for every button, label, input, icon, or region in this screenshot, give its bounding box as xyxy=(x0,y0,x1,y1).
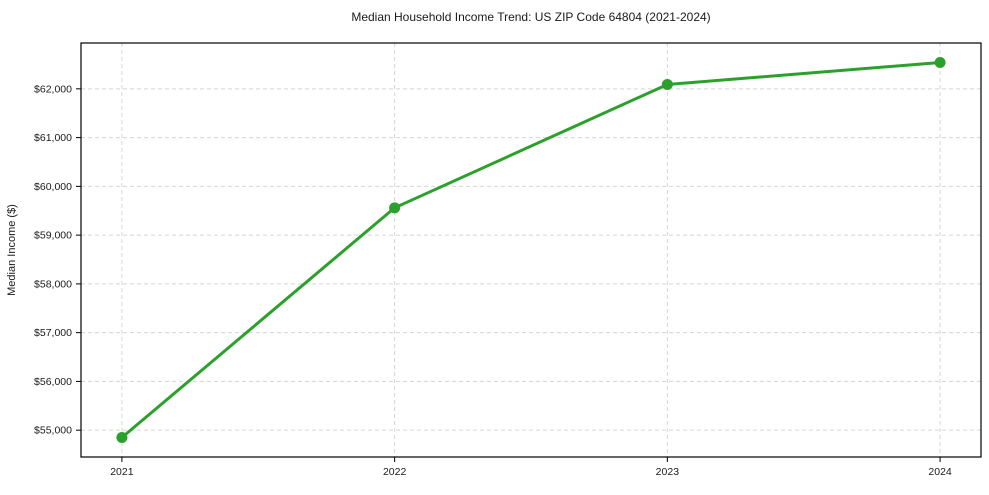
y-tick-label: $56,000 xyxy=(34,376,72,388)
x-tick-label: 2022 xyxy=(383,466,407,478)
y-tick-label: $62,000 xyxy=(34,83,72,95)
y-axis-label: Median Income ($) xyxy=(6,204,18,296)
y-tick-label: $58,000 xyxy=(34,278,72,290)
chart-title: Median Household Income Trend: US ZIP Co… xyxy=(351,10,710,24)
y-tick-label: $59,000 xyxy=(34,230,72,242)
data-point-marker xyxy=(661,78,673,90)
x-tick-label: 2021 xyxy=(110,466,134,478)
data-point-marker xyxy=(389,202,401,214)
y-tick-label: $55,000 xyxy=(34,425,72,437)
data-point-marker xyxy=(116,431,128,443)
series-layer xyxy=(116,57,946,443)
y-tick-label: $61,000 xyxy=(34,132,72,144)
data-point-marker xyxy=(934,57,946,69)
plot-border xyxy=(80,42,982,458)
x-tick-label: 2024 xyxy=(928,466,952,478)
y-tick-label: $60,000 xyxy=(34,181,72,193)
y-tick-label: $57,000 xyxy=(34,327,72,339)
income-trend-line xyxy=(120,61,942,439)
x-tick-label: 2023 xyxy=(656,466,680,478)
axis-layer: $55,000 $56,000 $57,000 $58,000 $59,000 $60,0… xyxy=(34,42,982,478)
grid-layer xyxy=(81,43,981,457)
